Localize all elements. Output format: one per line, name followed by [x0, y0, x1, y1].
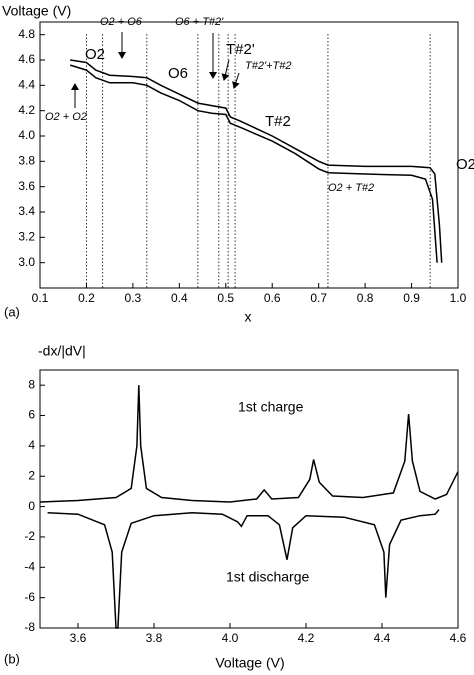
annotation-arrow: [232, 72, 240, 89]
x-tick-label: 0.3: [125, 291, 142, 305]
annotation: O6 + T#2': [175, 16, 224, 28]
y-tick-label: 8: [28, 377, 35, 391]
y-tick-label: -6: [24, 590, 35, 604]
x-tick-label: 4.0: [222, 631, 239, 645]
curve: [47, 509, 440, 629]
y-tick-label: 3.0: [18, 255, 35, 269]
plot-frame: [39, 369, 459, 629]
y-tick-label: -4: [24, 559, 35, 573]
y-tick-label: 4.4: [18, 78, 35, 92]
x-tick-label: 0.6: [264, 291, 281, 305]
annotation: O2: [85, 46, 105, 63]
curve: [39, 385, 459, 503]
plot-frame: [39, 21, 459, 289]
x-tick-label: 0.9: [403, 291, 420, 305]
x-tick-label: 4.4: [374, 631, 391, 645]
x-tick-label: 0.4: [171, 291, 188, 305]
panel-label: (a): [4, 304, 20, 319]
y-tick-label: 3.6: [18, 179, 35, 193]
x-tick-label: 1.0: [450, 291, 467, 305]
x-tick-label: 4.6: [450, 631, 467, 645]
y-tick-label: -8: [24, 620, 35, 634]
annotation: O6: [168, 65, 188, 82]
x-tick-label: 0.2: [78, 291, 95, 305]
x-tick-label: 0.1: [32, 291, 49, 305]
annotation: T#2'+T#2: [245, 60, 291, 72]
annotation: T#2: [265, 113, 291, 130]
y-tick-label: 2: [28, 468, 35, 482]
x-tick-label: 0.8: [357, 291, 374, 305]
x-tick-label: 4.2: [298, 631, 315, 645]
x-axis-label: x: [245, 309, 252, 325]
x-tick-label: 0.5: [217, 291, 234, 305]
x-tick-label: 3.8: [146, 631, 163, 645]
y-tick-label: 3.4: [18, 204, 35, 218]
x-axis-label: Voltage (V): [215, 655, 284, 671]
annotation: O2 + T#2: [328, 182, 374, 194]
annotation: O2 + O2: [45, 111, 87, 123]
y-tick-label: -2: [24, 529, 35, 543]
y-tick-label: 4.0: [18, 128, 35, 142]
annotation: 1st charge: [238, 399, 304, 415]
annotation: T#2': [226, 41, 255, 58]
curve: [69, 64, 438, 263]
annotation: O2: [456, 156, 474, 173]
annotation: O2 + O6: [100, 16, 143, 28]
x-tick-label: 0.7: [310, 291, 327, 305]
panel-label: (b): [4, 651, 20, 666]
annotation: 1st discharge: [226, 569, 309, 585]
y-axis-label: Voltage (V): [2, 3, 71, 19]
y-tick-label: 4.6: [18, 52, 35, 66]
y-tick-label: 3.2: [18, 230, 35, 244]
y-tick-label: 0: [28, 499, 35, 513]
y-axis-label: -dx/|dV|: [38, 343, 86, 359]
y-tick-label: 4.8: [18, 27, 35, 41]
x-tick-label: 3.6: [70, 631, 87, 645]
y-tick-label: 3.8: [18, 154, 35, 168]
annotation-arrow: [221, 59, 230, 81]
curve: [70, 59, 443, 263]
y-tick-label: 4.2: [18, 103, 35, 117]
y-tick-label: 4: [28, 438, 35, 452]
y-tick-label: 6: [28, 408, 35, 422]
